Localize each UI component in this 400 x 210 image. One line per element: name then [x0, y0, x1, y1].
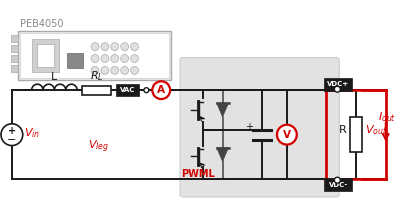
Circle shape [277, 125, 297, 144]
Text: $I_{out}$: $I_{out}$ [378, 110, 396, 124]
Circle shape [91, 55, 99, 62]
Text: +: + [8, 126, 16, 136]
Circle shape [111, 66, 119, 74]
Text: R: R [338, 125, 346, 135]
Bar [11, 45, 18, 52]
Bar [116, 84, 140, 96]
Text: VDC+: VDC+ [327, 81, 349, 87]
Text: VDC-: VDC- [329, 182, 348, 188]
Circle shape [130, 66, 138, 74]
Text: V: V [283, 130, 291, 140]
Bar [11, 65, 18, 72]
Circle shape [121, 43, 128, 51]
Circle shape [121, 66, 128, 74]
Text: $R_L$: $R_L$ [90, 70, 103, 83]
Circle shape [101, 66, 109, 74]
Text: $V_{out}$: $V_{out}$ [365, 123, 388, 137]
Text: A: A [157, 85, 165, 95]
Circle shape [101, 43, 109, 51]
Text: $V_{leg}$: $V_{leg}$ [88, 138, 110, 155]
Bar [32, 39, 59, 72]
Bar [11, 55, 18, 62]
Bar [324, 78, 352, 91]
Text: $V_{in}$: $V_{in}$ [24, 126, 40, 140]
Circle shape [91, 43, 99, 51]
Circle shape [144, 88, 149, 93]
Bar [324, 178, 352, 191]
Circle shape [121, 55, 128, 62]
Circle shape [1, 124, 23, 146]
Circle shape [334, 177, 340, 183]
Text: PWML: PWML [181, 169, 215, 179]
Circle shape [91, 66, 99, 74]
Bar [11, 35, 18, 42]
Circle shape [111, 55, 119, 62]
Text: L: L [51, 72, 58, 82]
Text: −: − [7, 135, 16, 145]
Circle shape [152, 81, 170, 99]
Circle shape [130, 55, 138, 62]
Bar [67, 52, 83, 68]
Bar [20, 33, 169, 78]
Bar [37, 44, 54, 67]
Circle shape [130, 43, 138, 51]
Circle shape [334, 86, 340, 92]
FancyBboxPatch shape [180, 58, 339, 197]
Bar [18, 31, 171, 80]
Text: +: + [245, 122, 253, 132]
Bar [350, 117, 362, 152]
Text: VAC: VAC [120, 87, 135, 93]
Polygon shape [217, 103, 228, 117]
Circle shape [111, 43, 119, 51]
Polygon shape [217, 148, 228, 161]
Text: PEB4050: PEB4050 [20, 19, 63, 29]
Circle shape [101, 55, 109, 62]
Bar [82, 86, 111, 95]
